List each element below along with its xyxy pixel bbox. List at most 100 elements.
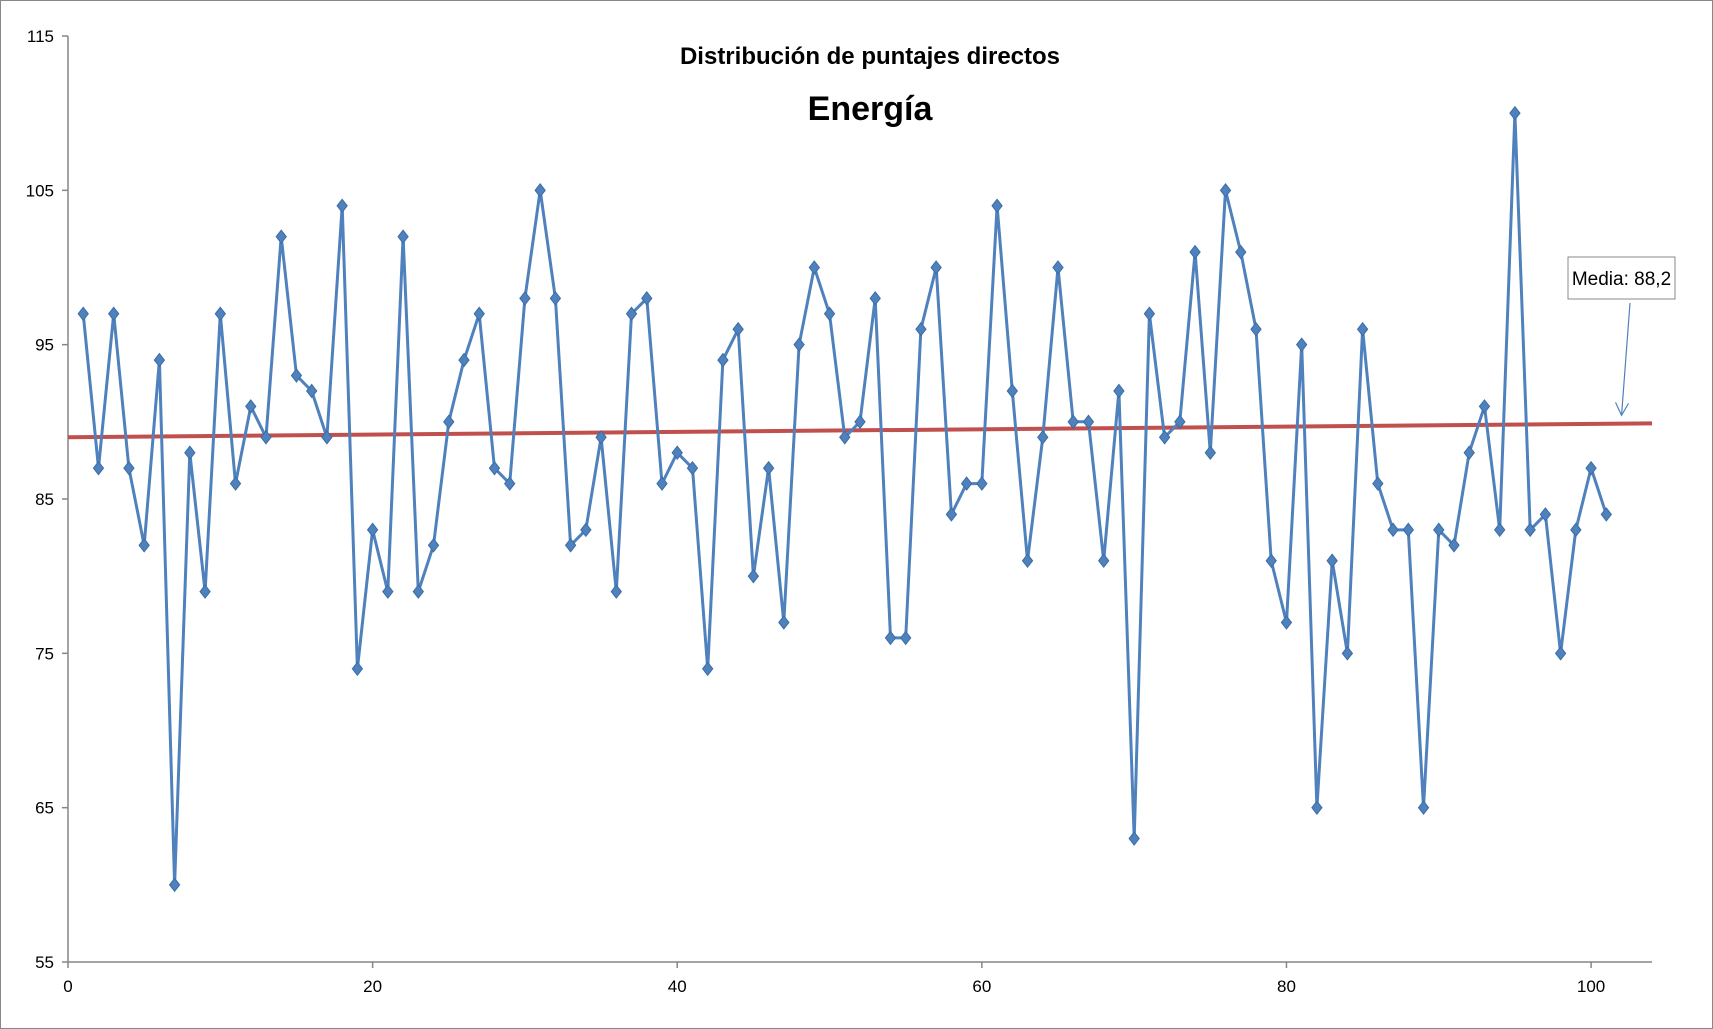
data-point <box>473 306 485 322</box>
data-point <box>1341 646 1354 661</box>
mean-callout-arrow <box>1620 302 1631 416</box>
data-point <box>1463 445 1475 461</box>
data-point <box>443 414 455 430</box>
data-point <box>945 507 958 522</box>
data-point <box>1387 522 1399 538</box>
trendline-layer <box>67 421 1653 440</box>
data-point <box>321 429 333 445</box>
y-tick-label: 55 <box>35 953 54 972</box>
data-point <box>153 352 166 368</box>
data-point <box>869 291 881 306</box>
data-point <box>107 306 120 322</box>
data-point <box>595 429 607 445</box>
data-point <box>503 476 516 491</box>
data-point <box>762 460 775 476</box>
data-point <box>960 476 973 491</box>
data-point <box>1600 507 1613 522</box>
y-tick-label: 115 <box>27 27 54 46</box>
data-point <box>366 522 379 538</box>
data-point <box>808 260 821 275</box>
data-point <box>747 568 760 584</box>
data-point <box>549 291 562 306</box>
y-tick-label: 95 <box>35 336 54 355</box>
series-layer <box>77 105 1613 893</box>
data-point <box>336 198 348 214</box>
data-point <box>625 306 638 322</box>
annotation-layer: Media: 88,2 <box>1567 256 1676 417</box>
data-point <box>1448 537 1460 553</box>
data-point <box>1174 414 1186 430</box>
data-point <box>245 399 257 414</box>
data-point <box>1006 383 1019 399</box>
data-point <box>915 321 927 337</box>
data-point <box>519 291 531 306</box>
data-point <box>1204 445 1217 461</box>
data-point <box>1280 615 1293 630</box>
data-point <box>488 460 501 476</box>
data-point <box>214 306 227 322</box>
data-point <box>1554 646 1567 661</box>
data-point <box>1189 244 1201 260</box>
data-point <box>793 337 805 352</box>
data-point <box>1539 507 1552 522</box>
data-point <box>564 537 577 553</box>
data-point <box>77 306 89 322</box>
data-point <box>1433 522 1445 538</box>
axes: 55 65 75 85 95 105 115 0 20 40 60 80 100 <box>26 27 1652 996</box>
y-tick-label: 75 <box>35 644 54 663</box>
data-point <box>1113 383 1125 399</box>
data-point <box>671 445 683 461</box>
data-point <box>686 460 699 476</box>
data-point <box>991 198 1003 214</box>
data-point <box>1265 553 1277 569</box>
data-point <box>1082 414 1095 430</box>
data-point <box>199 584 211 599</box>
data-point <box>1509 105 1521 121</box>
data-point <box>1372 476 1384 491</box>
data-point <box>641 291 653 306</box>
mean-trendline <box>67 421 1653 440</box>
mean-callout-label: Media: 88,2 <box>1572 269 1671 290</box>
data-point <box>168 877 181 893</box>
mean-callout-box <box>1567 256 1676 300</box>
x-tick-label: 100 <box>1577 977 1605 996</box>
data-point <box>610 584 623 599</box>
x-tick-label: 80 <box>1277 977 1296 996</box>
data-point <box>382 584 394 599</box>
data-point <box>884 630 897 646</box>
data-point <box>899 630 912 646</box>
data-point <box>1097 553 1110 569</box>
data-point <box>930 260 942 275</box>
data-point <box>1021 553 1034 569</box>
data-point <box>1067 414 1079 430</box>
data-point <box>1219 183 1232 198</box>
data-point <box>701 661 714 677</box>
data-point <box>1524 522 1536 538</box>
data-point <box>839 429 851 445</box>
data-point <box>1235 244 1247 260</box>
y-tick-label: 65 <box>35 799 54 818</box>
data-point <box>458 352 470 368</box>
data-point <box>1417 800 1430 815</box>
y-tick-label: 105 <box>26 181 54 200</box>
data-point <box>976 476 988 491</box>
data-point <box>260 429 272 445</box>
data-point <box>1402 522 1415 538</box>
data-point <box>184 445 196 461</box>
x-tick-label: 20 <box>363 977 382 996</box>
data-point <box>229 476 242 491</box>
data-point <box>732 321 744 337</box>
data-point <box>1478 399 1491 414</box>
data-point <box>778 615 790 630</box>
data-point <box>1052 260 1064 275</box>
data-point <box>427 537 440 553</box>
y-tick-label: 85 <box>35 490 54 509</box>
data-point <box>1037 429 1049 445</box>
data-point <box>351 661 364 677</box>
data-point <box>580 522 592 538</box>
data-point <box>854 414 866 430</box>
data-point <box>275 229 287 244</box>
